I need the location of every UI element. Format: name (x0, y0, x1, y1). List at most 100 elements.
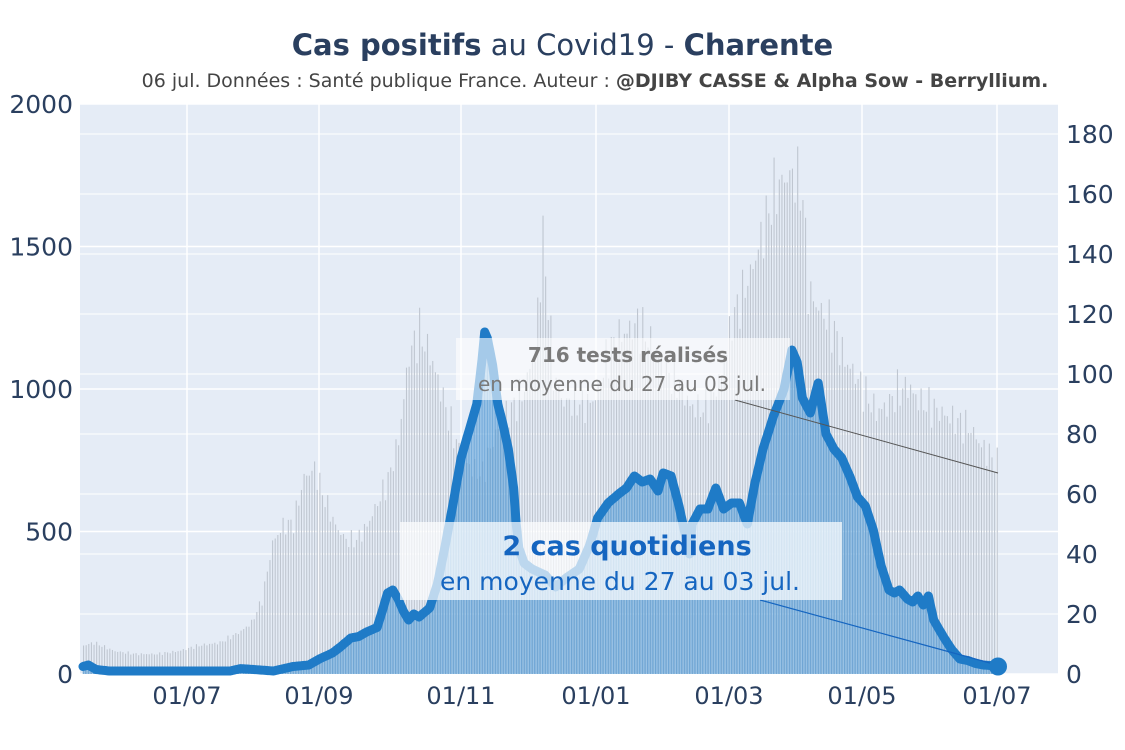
test-bar (899, 405, 901, 674)
test-bar (193, 648, 195, 674)
tests-annotation-box (456, 338, 790, 400)
left-tick-label: 0 (57, 660, 73, 689)
cases-annotation-text: en moyenne du 27 au 03 jul. (440, 567, 800, 596)
x-tick-label: 01/05 (827, 682, 896, 710)
test-bar (153, 654, 155, 674)
test-bar (316, 489, 318, 674)
test-bar (214, 642, 216, 674)
test-bar (413, 330, 415, 674)
test-bar (248, 626, 250, 674)
test-bar (379, 501, 381, 674)
test-bar (117, 651, 119, 674)
test-bar (991, 457, 993, 674)
test-bar (340, 534, 342, 674)
tests-annotation-arrow (734, 399, 999, 474)
test-bar (736, 294, 738, 674)
test-bar (177, 651, 179, 674)
test-bar (222, 641, 224, 674)
test-bar (335, 524, 337, 674)
test-bar (728, 316, 730, 674)
test-bar (140, 653, 142, 674)
x-axis-ticks: 01/07 01/09 01/11 01/01 01/03 01/05 01/07 (152, 682, 1031, 710)
test-bar (203, 643, 205, 674)
test-bar (734, 307, 736, 674)
test-bar (240, 630, 242, 674)
test-bar (531, 360, 534, 674)
test-bar (744, 297, 746, 674)
test-bar (337, 530, 339, 674)
test-bar (195, 644, 197, 674)
test-bar (88, 643, 90, 674)
x-tick-label: 01/07 (152, 682, 221, 710)
test-bar (545, 276, 547, 674)
test-bar (957, 418, 959, 674)
test-bar (358, 529, 360, 674)
test-bar (944, 415, 946, 674)
test-bar (978, 443, 980, 674)
right-tick-label: 140 (1066, 240, 1114, 269)
right-tick-label: 40 (1066, 540, 1098, 569)
test-bar (426, 333, 429, 674)
test-bar (329, 521, 331, 674)
test-bar (264, 581, 266, 674)
chart-subtitle: 06 jul. Données : Santé publique France.… (0, 70, 1125, 92)
test-bar (416, 363, 418, 674)
test-bar (742, 269, 744, 674)
test-bar (209, 643, 211, 674)
test-bar (377, 506, 379, 674)
left-tick-label: 1500 (9, 233, 73, 262)
test-bar (190, 646, 192, 674)
test-bar (967, 433, 969, 674)
tests-annotation-title: 716 tests réalisés (528, 343, 728, 367)
test-bar (345, 538, 347, 674)
test-bar (308, 475, 310, 674)
test-bar (949, 423, 951, 674)
test-bar (917, 410, 920, 674)
test-bar (253, 619, 255, 674)
left-tick-label: 500 (25, 518, 73, 547)
test-bar (432, 360, 434, 674)
test-bar (889, 394, 891, 674)
right-tick-label: 20 (1066, 600, 1098, 629)
test-bar (902, 388, 904, 674)
test-bar (219, 641, 221, 674)
test-bar (245, 626, 247, 674)
x-tick-label: 01/03 (694, 682, 763, 710)
test-bar (384, 500, 387, 674)
right-tick-label: 0 (1066, 660, 1082, 689)
test-bar (419, 307, 421, 674)
x-tick-label: 01/07 (962, 682, 1031, 710)
test-bar (904, 376, 906, 674)
test-bar (952, 405, 954, 674)
test-bar (266, 571, 268, 674)
test-bar (151, 653, 153, 674)
test-bar (931, 427, 933, 674)
test-bar (537, 297, 539, 674)
title-middle: au Covid19 - (481, 28, 684, 62)
title-bold-right: Charente (683, 28, 834, 62)
test-bar (174, 652, 176, 674)
test-bar (429, 365, 431, 674)
test-bar (156, 654, 158, 674)
test-bar (371, 516, 373, 674)
test-bar (896, 369, 899, 674)
tests-annotation-text: en moyenne du 27 au 03 jul. (478, 372, 766, 396)
test-bar (424, 351, 426, 674)
test-bar (230, 639, 232, 674)
test-bar (542, 215, 544, 674)
cases-end-marker (989, 657, 1007, 676)
test-bar (550, 315, 552, 674)
test-bar (201, 645, 203, 674)
test-bar (293, 533, 295, 674)
test-bar (311, 470, 313, 674)
test-bar (382, 479, 384, 674)
test-bar (886, 416, 888, 674)
test-bar (130, 654, 132, 674)
test-bar (332, 516, 334, 674)
test-bar (306, 475, 308, 674)
test-bar (159, 652, 161, 674)
test-bar (988, 443, 990, 674)
cases-annotation-title: 2 cas quotidiens (502, 531, 751, 562)
test-bar (941, 406, 943, 674)
annotations: 716 tests réalisés en moyenne du 27 au 0… (400, 338, 999, 664)
